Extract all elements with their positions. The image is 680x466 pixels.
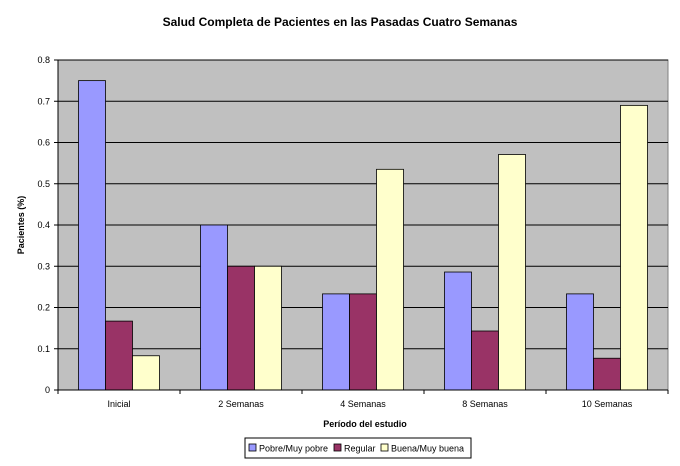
x-tick-label: 4 Semanas xyxy=(340,399,386,409)
legend-swatch xyxy=(333,443,342,452)
bar-buena-muy-buena-3 xyxy=(498,154,526,391)
bar-buena-muy-buena-4 xyxy=(620,104,648,391)
bar-regular-2 xyxy=(349,293,377,391)
bar-regular-4 xyxy=(593,357,621,391)
x-tick-label: 10 Semanas xyxy=(582,399,633,409)
y-tick-label: 0.4 xyxy=(37,220,50,230)
x-tick-label: Inicial xyxy=(107,399,130,409)
legend-label: Pobre/Muy pobre xyxy=(259,444,328,454)
y-tick-label: 0.3 xyxy=(37,261,50,271)
y-tick-label: 0 xyxy=(45,385,50,395)
bar-pobre-muy-pobre-4 xyxy=(566,293,594,391)
legend-label: Regular xyxy=(344,444,376,454)
bar-pobre-muy-pobre-2 xyxy=(322,293,350,391)
bar-regular-0 xyxy=(105,320,133,391)
plot-area: 0 0.1 0.2 0.3 0.4 0.5 0.6 0.7 0.8 Inicial 2 Semana… xyxy=(37,55,669,409)
legend-label: Buena/Muy buena xyxy=(391,444,464,454)
y-tick-label: 0.2 xyxy=(37,303,50,313)
bar-buena-muy-buena-0 xyxy=(132,355,160,391)
y-tick-label: 0.1 xyxy=(37,344,50,354)
y-tick-label: 0.5 xyxy=(37,179,50,189)
bar-regular-1 xyxy=(227,265,255,391)
y-axis-label: Pacientes (%) xyxy=(16,196,26,255)
y-tick-label: 0.6 xyxy=(37,138,50,148)
y-tick-label: 0.7 xyxy=(37,96,50,106)
legend: Pobre/Muy pobre Regular Buena/Muy buena xyxy=(244,437,472,459)
bar-pobre-muy-pobre-0 xyxy=(78,80,106,391)
bar-regular-3 xyxy=(471,330,499,391)
legend-swatch xyxy=(248,443,257,452)
bar-buena-muy-buena-1 xyxy=(254,265,282,391)
bar-buena-muy-buena-2 xyxy=(376,168,404,391)
x-tick-label: 2 Semanas xyxy=(218,399,264,409)
x-axis-label: Período del estudio xyxy=(323,419,407,429)
y-tick-label: 0.8 xyxy=(37,55,50,65)
x-tick-label: 8 Semanas xyxy=(462,399,508,409)
bar-pobre-muy-pobre-3 xyxy=(444,271,472,391)
chart-title: Salud Completa de Pacientes en las Pasad… xyxy=(163,15,518,29)
legend-box xyxy=(244,437,472,459)
legend-swatch xyxy=(380,443,389,452)
bar-pobre-muy-pobre-1 xyxy=(200,224,228,391)
